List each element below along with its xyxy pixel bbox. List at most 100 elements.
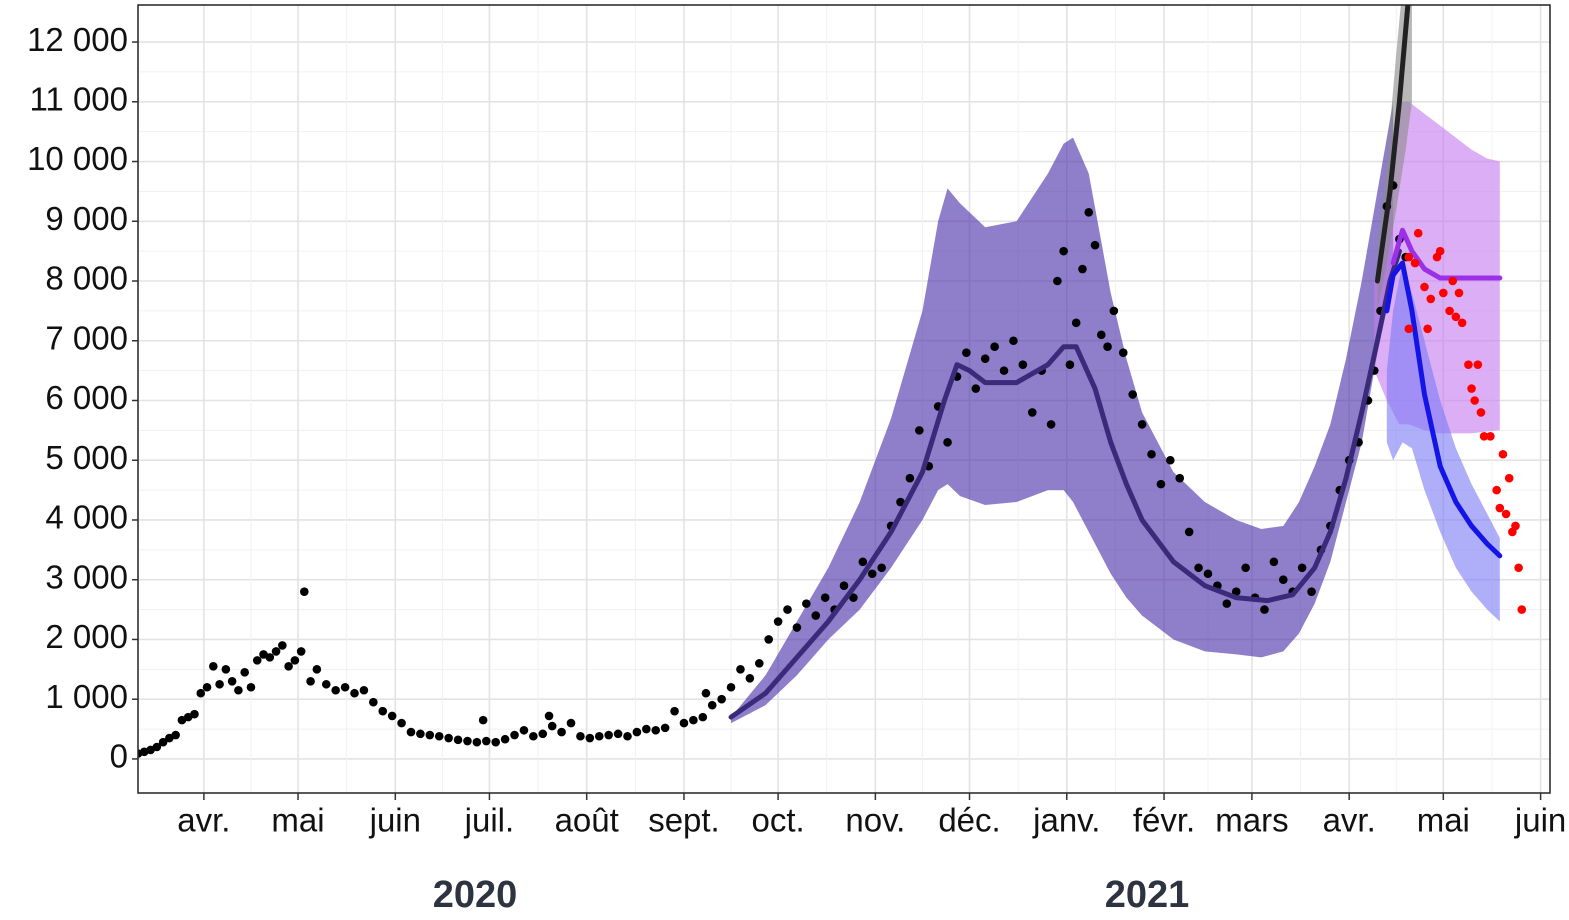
data-point bbox=[190, 709, 199, 719]
data-point bbox=[726, 682, 736, 692]
data-point bbox=[1426, 294, 1436, 304]
data-point bbox=[613, 729, 623, 739]
data-point bbox=[1059, 246, 1068, 256]
data-point bbox=[1018, 360, 1028, 369]
data-point bbox=[849, 593, 858, 602]
data-point bbox=[585, 733, 595, 743]
data-point bbox=[152, 742, 162, 752]
data-point bbox=[369, 697, 378, 707]
trend-line bbox=[1384, 260, 1503, 559]
data-point bbox=[717, 694, 726, 704]
x-tick-label: juil. bbox=[464, 802, 515, 839]
data-point bbox=[397, 718, 406, 728]
data-point bbox=[566, 718, 576, 728]
data-point bbox=[651, 725, 661, 735]
data-point bbox=[1307, 587, 1316, 596]
data-point bbox=[234, 685, 243, 695]
data-point bbox=[1096, 330, 1106, 340]
y-tick-label: 4 000 bbox=[45, 499, 128, 536]
data-point bbox=[1501, 509, 1511, 519]
data-point bbox=[802, 599, 811, 608]
axes: 0 1 000 2 000 3 000 4 000 5 000 6 000 7 000 8 00… bbox=[27, 21, 1566, 839]
data-point bbox=[1470, 396, 1479, 405]
data-point bbox=[701, 688, 711, 698]
data-point bbox=[1078, 264, 1087, 274]
data-point bbox=[915, 426, 924, 435]
data-point bbox=[434, 731, 444, 741]
data-point bbox=[271, 647, 281, 656]
data-point bbox=[660, 723, 670, 733]
data-point bbox=[1053, 276, 1062, 286]
data-point bbox=[359, 685, 369, 695]
y-tick-label: 8 000 bbox=[45, 260, 128, 297]
data-point bbox=[980, 354, 990, 363]
data-point bbox=[1084, 208, 1094, 217]
data-point bbox=[425, 730, 435, 740]
data-point bbox=[1046, 420, 1056, 429]
data-point bbox=[387, 711, 397, 721]
confidence-band bbox=[1386, 263, 1500, 622]
data-point bbox=[227, 676, 237, 686]
data-point bbox=[1297, 563, 1307, 573]
data-point bbox=[1451, 312, 1461, 322]
data-point bbox=[1175, 473, 1185, 483]
data-point bbox=[604, 730, 613, 740]
y-tick-label: 12 000 bbox=[27, 21, 128, 58]
data-point bbox=[839, 581, 849, 590]
data-point bbox=[171, 730, 180, 740]
data-point bbox=[463, 736, 472, 746]
data-point bbox=[698, 712, 708, 722]
data-point bbox=[1454, 288, 1464, 298]
x-tick-label: juin bbox=[369, 802, 421, 839]
data-point bbox=[1473, 360, 1483, 369]
data-point bbox=[1495, 503, 1505, 513]
x-tick-label: avr. bbox=[177, 802, 230, 839]
data-point bbox=[246, 682, 256, 692]
data-point bbox=[670, 706, 679, 716]
data-point bbox=[764, 635, 773, 644]
data-point bbox=[1241, 563, 1250, 573]
y-tick-label: 9 000 bbox=[45, 200, 128, 237]
data-point bbox=[278, 641, 287, 650]
x-tick-label: févr. bbox=[1133, 802, 1195, 839]
data-point bbox=[453, 735, 463, 745]
data-point bbox=[689, 715, 698, 725]
y-tick-label: 2 000 bbox=[45, 618, 128, 655]
data-point bbox=[707, 700, 717, 710]
data-point bbox=[1457, 318, 1467, 328]
data-point bbox=[296, 647, 306, 656]
plot-panel bbox=[138, 5, 1550, 793]
data-point bbox=[312, 665, 322, 674]
data-point bbox=[792, 623, 802, 632]
y-tick-label: 10 000 bbox=[27, 140, 128, 177]
data-point bbox=[905, 473, 915, 483]
data-point bbox=[858, 557, 868, 567]
data-point bbox=[1137, 420, 1147, 429]
x-tick-label: avr. bbox=[1323, 802, 1376, 839]
data-point bbox=[1486, 432, 1495, 441]
y-tick-label: 5 000 bbox=[45, 439, 128, 476]
data-point bbox=[1231, 587, 1241, 596]
data-point bbox=[284, 662, 293, 671]
data-point bbox=[962, 348, 971, 357]
data-point bbox=[1517, 605, 1527, 614]
data-point bbox=[1511, 521, 1520, 531]
data-point bbox=[943, 438, 952, 447]
data-point bbox=[642, 724, 651, 734]
data-point bbox=[1479, 432, 1489, 441]
trend-line bbox=[1374, 5, 1411, 284]
data-point bbox=[623, 731, 632, 741]
data-point bbox=[632, 727, 642, 737]
data-point bbox=[1166, 455, 1175, 465]
data-point bbox=[406, 727, 416, 737]
data-point bbox=[1184, 527, 1194, 537]
data-point bbox=[1435, 246, 1445, 256]
data-point bbox=[1009, 336, 1018, 346]
data-point bbox=[1222, 599, 1232, 608]
data-point bbox=[378, 706, 388, 716]
data-point bbox=[221, 665, 231, 674]
data-point bbox=[350, 688, 359, 698]
x-tick-label: mai bbox=[1417, 802, 1470, 839]
data-point bbox=[1448, 276, 1458, 286]
